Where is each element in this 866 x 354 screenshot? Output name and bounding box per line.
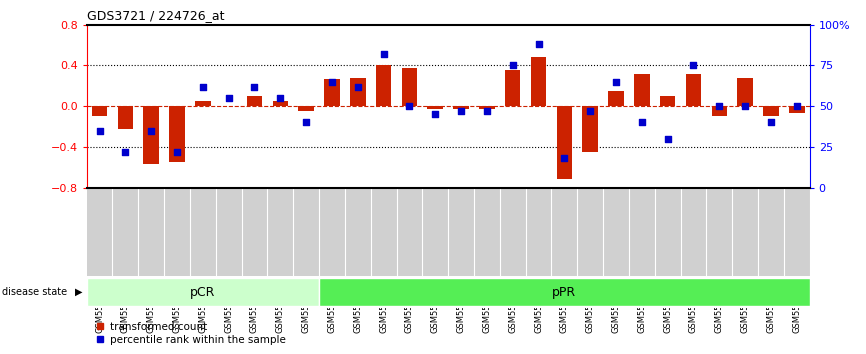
Text: pPR: pPR [553,286,577,298]
Point [661,136,675,142]
Point [325,79,339,85]
Bar [557,106,572,179]
Text: disease state: disease state [2,287,67,297]
Bar [660,96,675,106]
Bar [686,74,701,106]
Bar [608,91,624,106]
Bar [763,106,779,116]
Point [145,128,158,133]
Point [299,120,313,125]
Bar [324,79,339,106]
Bar [273,101,288,106]
Point [687,63,701,68]
Point [274,95,288,101]
Point [790,103,804,109]
Bar [712,106,727,116]
Bar [169,106,184,162]
Point [93,128,107,133]
Text: ▶: ▶ [74,287,82,297]
Point [454,108,468,114]
Bar [144,106,158,164]
Bar [195,101,210,106]
Bar [402,68,417,106]
Point [532,41,546,47]
Bar [428,106,443,109]
Point [377,51,391,57]
Point [635,120,649,125]
Bar [350,78,365,106]
Point [584,108,598,114]
Point [738,103,752,109]
Point [119,149,132,155]
Point [506,63,520,68]
Bar [479,106,494,109]
Bar [92,106,107,116]
Bar [376,65,391,106]
Point [403,103,417,109]
Point [764,120,778,125]
Legend: transformed count, percentile rank within the sample: transformed count, percentile rank withi… [92,317,289,349]
Bar [299,106,313,111]
Bar [634,74,650,106]
Bar [505,70,520,106]
Bar [453,106,469,109]
Point [196,84,210,90]
Point [222,95,236,101]
Text: pCR: pCR [191,286,216,298]
Bar [737,78,753,106]
Bar [247,96,262,106]
Bar [531,57,546,106]
Bar [583,106,598,152]
Bar [118,106,133,129]
Point [713,103,727,109]
Point [170,149,184,155]
Point [248,84,262,90]
Point [351,84,365,90]
Text: GDS3721 / 224726_at: GDS3721 / 224726_at [87,9,224,22]
Point [609,79,623,85]
Point [558,155,572,161]
Point [480,108,494,114]
Bar [789,106,805,113]
Bar [319,278,810,306]
Point [429,112,443,117]
Bar [87,278,319,306]
